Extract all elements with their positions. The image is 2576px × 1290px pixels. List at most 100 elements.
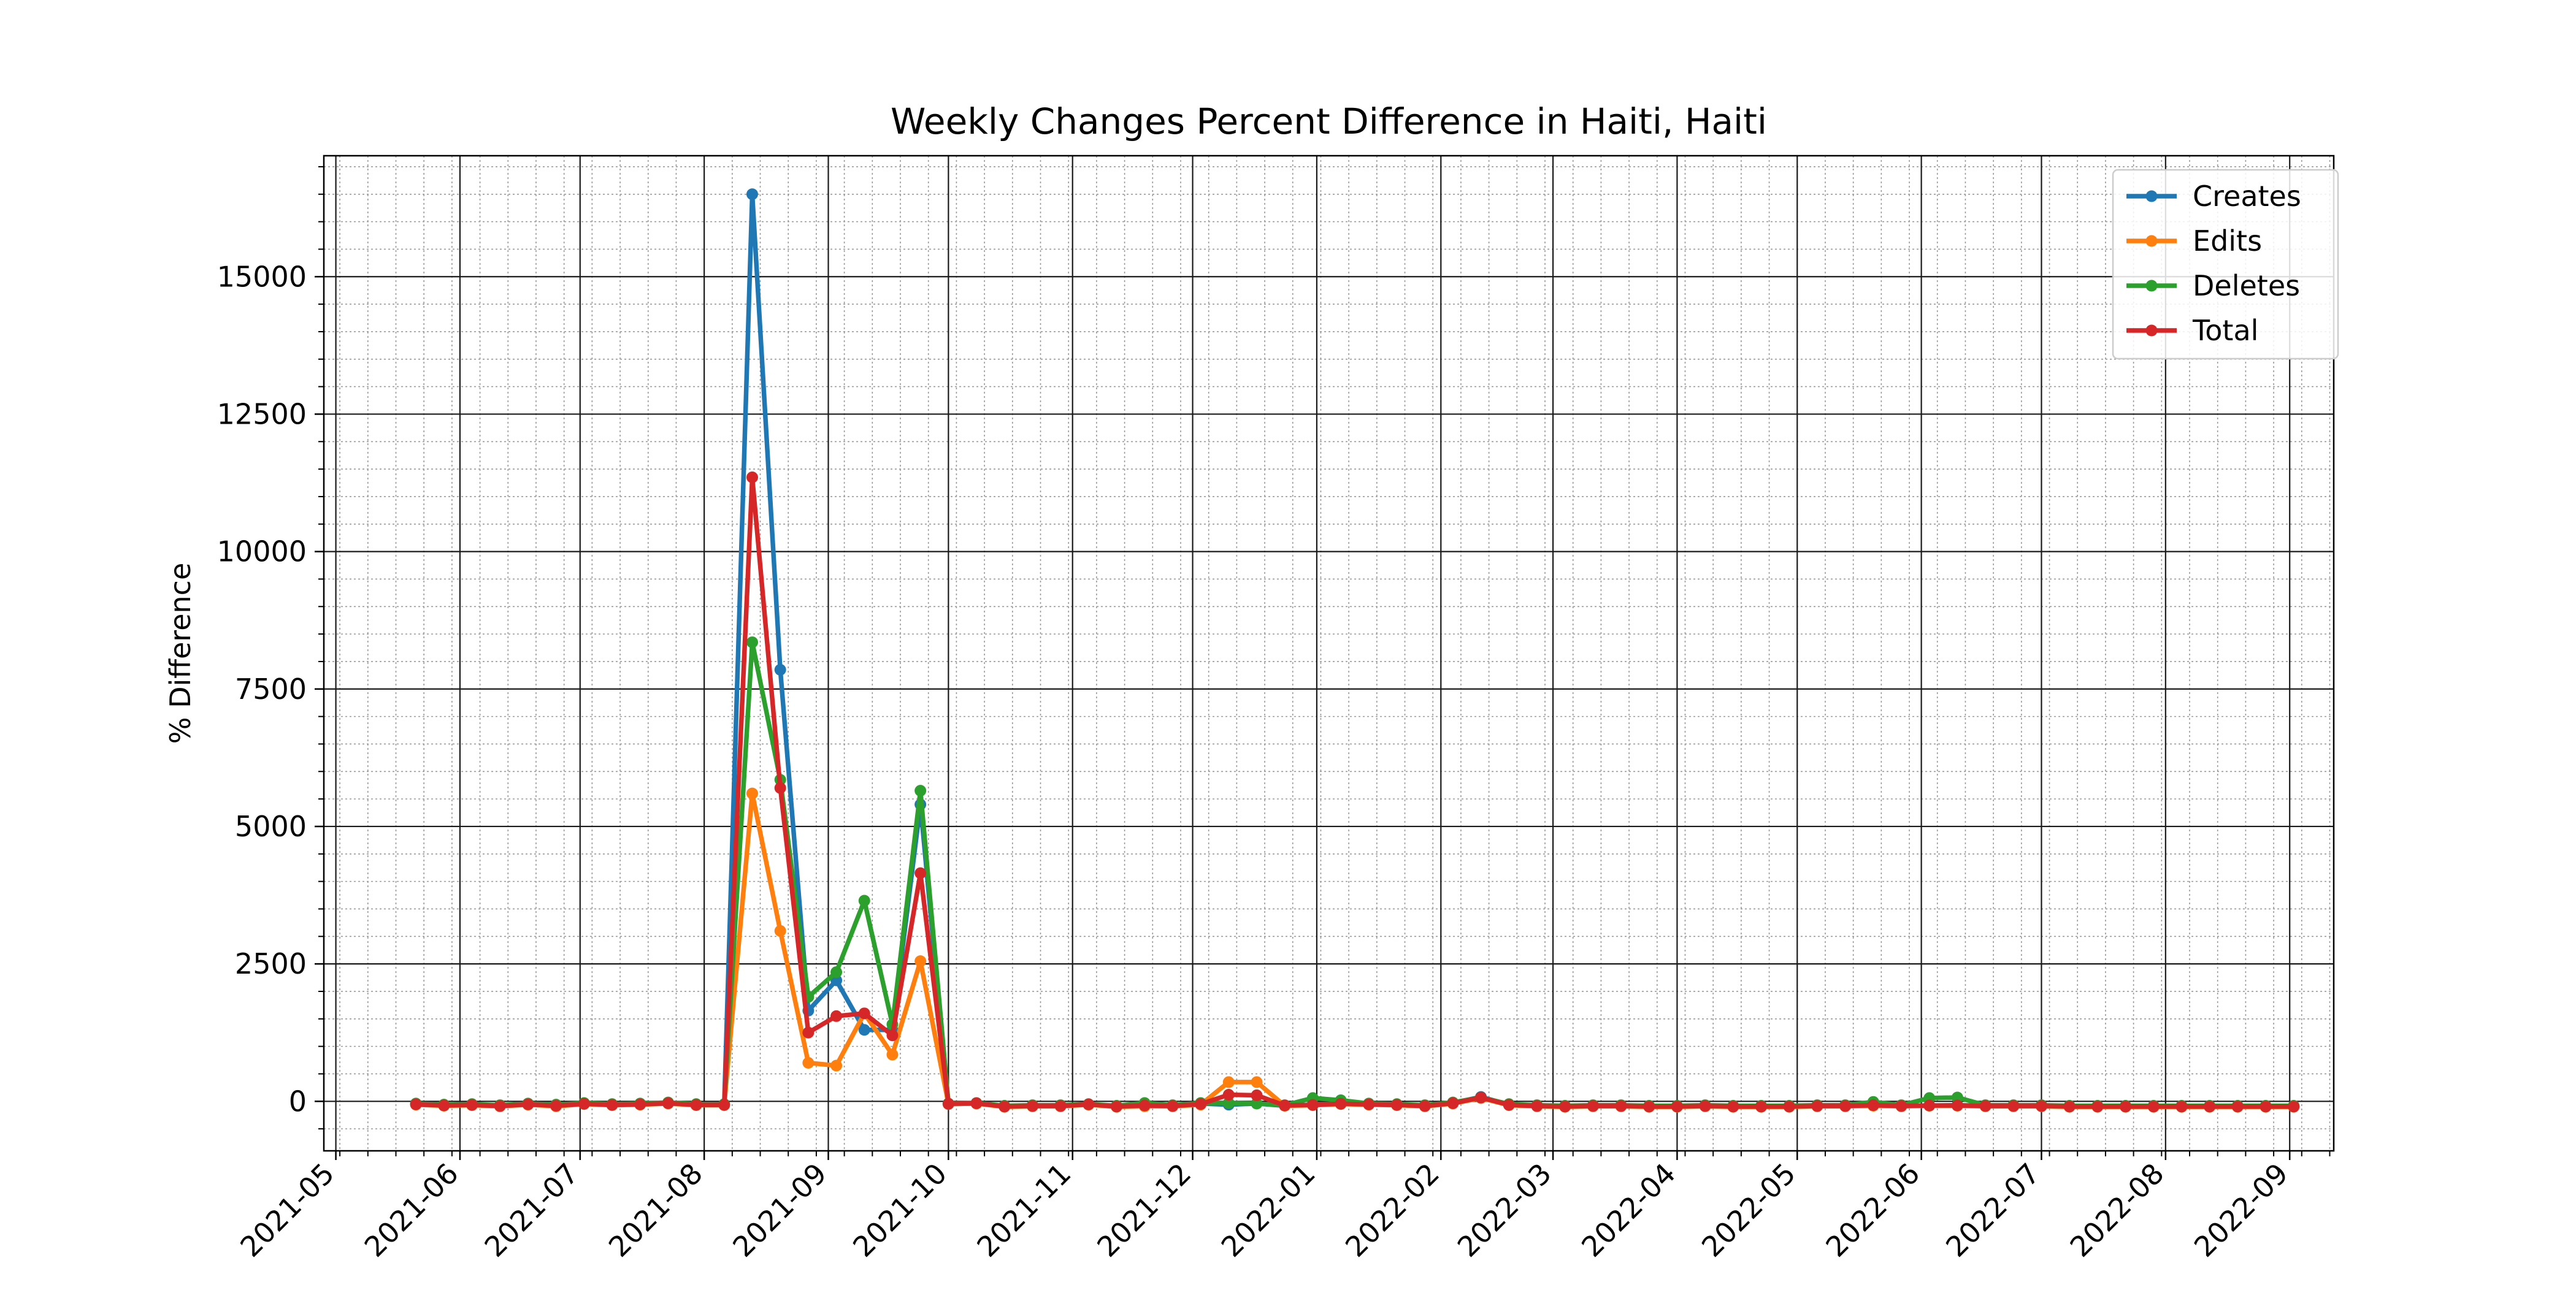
data-point-creates — [746, 188, 758, 200]
legend-label-total: Total — [2192, 314, 2258, 347]
legend-label-creates: Creates — [2193, 180, 2301, 213]
data-point-deletes — [746, 636, 758, 649]
plot-frame — [323, 155, 2335, 1152]
data-point-total — [1195, 1098, 1207, 1110]
data-point-total — [1615, 1100, 1627, 1112]
data-point-total — [550, 1099, 562, 1112]
data-point-total — [662, 1097, 674, 1109]
data-point-deletes — [1951, 1091, 1963, 1104]
data-point-total — [2147, 1101, 2160, 1113]
data-point-edits — [1251, 1076, 1263, 1088]
data-point-creates — [858, 1024, 870, 1036]
data-point-creates — [774, 663, 786, 676]
data-point-total — [1979, 1100, 1991, 1112]
data-point-total — [1755, 1101, 1768, 1113]
data-point-edits — [746, 787, 758, 800]
y-tick-label: 5000 — [235, 810, 307, 843]
data-point-total — [1306, 1099, 1319, 1111]
data-point-total — [2091, 1101, 2104, 1113]
data-point-total — [1587, 1100, 1599, 1112]
legend-label-edits: Edits — [2193, 224, 2262, 258]
data-point-total — [2260, 1101, 2272, 1113]
data-point-total — [1138, 1099, 1151, 1112]
data-point-total — [1531, 1100, 1543, 1112]
data-point-edits — [1222, 1076, 1235, 1088]
data-point-total — [942, 1097, 954, 1110]
data-point-total — [1475, 1091, 1487, 1104]
series-total — [410, 471, 2300, 1113]
y-tick-label: 15000 — [217, 260, 307, 293]
y-tick-label: 7500 — [235, 673, 307, 706]
data-point-total — [438, 1099, 450, 1112]
data-point-total — [1054, 1100, 1067, 1112]
data-point-total — [2204, 1101, 2216, 1113]
data-point-edits — [914, 955, 927, 968]
data-point-total — [606, 1099, 618, 1111]
data-point-total — [1026, 1100, 1038, 1112]
y-tick-label: 12500 — [217, 397, 307, 430]
y-axis-label: % Difference — [164, 563, 197, 744]
data-point-total — [1643, 1101, 1655, 1113]
data-point-total — [690, 1099, 702, 1111]
data-point-total — [999, 1101, 1011, 1113]
legend[interactable]: Creates Edits Deletes Total — [2112, 169, 2339, 360]
data-point-deletes — [914, 785, 927, 797]
data-point-total — [578, 1097, 590, 1110]
data-point-deletes — [858, 895, 870, 907]
data-point-total — [970, 1097, 983, 1109]
data-point-total — [2007, 1100, 2020, 1112]
legend-item-creates[interactable]: Creates — [2126, 180, 2301, 213]
data-point-total — [494, 1100, 506, 1112]
legend-item-edits[interactable]: Edits — [2126, 224, 2262, 258]
data-point-total — [1447, 1097, 1459, 1109]
data-point-total — [1222, 1089, 1235, 1101]
y-tick-label: 2500 — [235, 947, 307, 980]
data-point-total — [1839, 1100, 1852, 1112]
data-point-total — [2063, 1101, 2076, 1113]
data-point-deletes — [1222, 1097, 1235, 1109]
data-point-total — [1699, 1100, 1711, 1112]
data-point-total — [1419, 1100, 1431, 1112]
data-point-total — [802, 1026, 815, 1039]
legend-item-deletes[interactable]: Deletes — [2126, 269, 2300, 302]
data-point-edits — [830, 1059, 843, 1072]
data-point-total — [1279, 1099, 1291, 1112]
data-point-total — [1895, 1100, 1907, 1112]
data-point-edits — [802, 1057, 815, 1069]
data-point-total — [522, 1098, 534, 1110]
data-point-total — [1251, 1089, 1263, 1101]
data-point-total — [2035, 1100, 2047, 1112]
data-point-total — [1390, 1099, 1403, 1111]
data-point-total — [1503, 1099, 1515, 1111]
data-point-total — [634, 1098, 646, 1110]
data-point-total — [774, 782, 786, 794]
data-point-total — [1867, 1099, 1879, 1112]
data-point-total — [410, 1098, 422, 1110]
data-point-total — [1335, 1097, 1347, 1110]
data-point-deletes — [830, 966, 843, 979]
legend-marker-edits — [2145, 235, 2158, 247]
legend-marker-creates — [2145, 190, 2158, 202]
data-point-total — [1923, 1099, 1936, 1112]
data-point-deletes — [1251, 1097, 1263, 1110]
y-axis: 0 2500 5000 7500 10000 12500 15000 — [217, 166, 324, 1130]
data-point-total — [2175, 1101, 2188, 1113]
data-point-total — [1111, 1101, 1123, 1113]
data-point-total — [2231, 1101, 2244, 1113]
data-point-total — [858, 1007, 870, 1020]
series-layer — [410, 188, 2300, 1113]
data-point-total — [1559, 1101, 1571, 1113]
data-point-total — [718, 1099, 730, 1111]
legend-item-total[interactable]: Total — [2126, 314, 2258, 347]
data-point-total — [1363, 1098, 1375, 1110]
data-point-total — [1727, 1101, 1739, 1113]
data-point-total — [746, 471, 758, 484]
data-point-total — [886, 1029, 899, 1042]
data-point-total — [466, 1099, 478, 1111]
data-point-edits — [774, 925, 786, 937]
legend-label-deletes: Deletes — [2193, 269, 2300, 302]
data-point-total — [1951, 1099, 1963, 1112]
legend-marker-total — [2145, 324, 2158, 337]
